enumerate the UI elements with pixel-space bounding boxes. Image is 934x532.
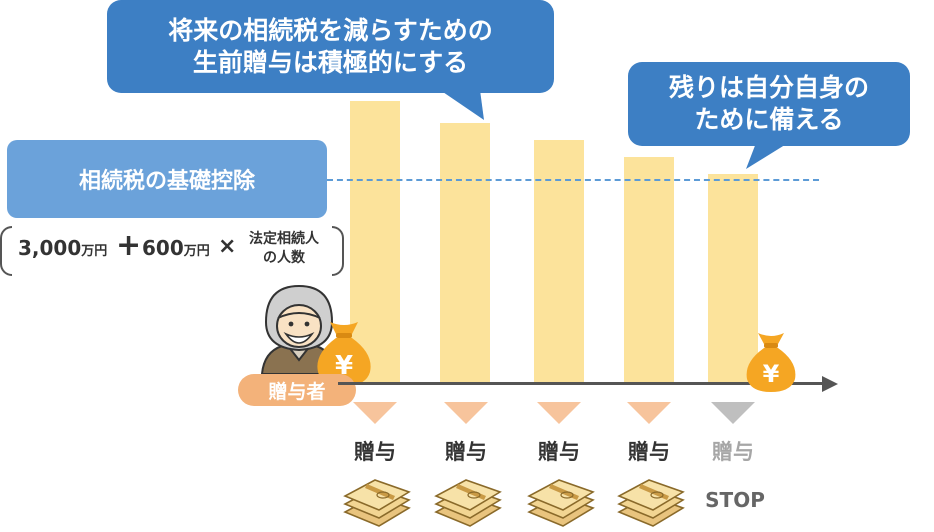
gift-label: 贈与 [538,440,580,464]
callout-tail [440,90,484,120]
basic-deduction-label: 相続税の基礎控除 [7,140,327,218]
gift-marker-triangle [444,402,488,424]
gift-marker-triangle [353,402,397,424]
cash-stack-icon [617,479,685,527]
callout-line: ために備える [694,105,844,134]
money-bag-symbol: ¥ [763,360,780,388]
callout-tail [746,143,788,169]
callout-line: 将来の相続税を減らすための [168,15,493,45]
gift-marker-triangle [537,402,581,424]
times-sign: × [218,234,237,259]
callout-line: 生前贈与は積極的にする [192,47,469,77]
formula-base: 3,000万円 [18,236,107,260]
advice-callout-gift-actively: 将来の相続税を減らすための 生前贈与は積極的にする [107,0,554,93]
legal-heirs-count-label: 法定相続人 の人数 [238,230,330,268]
heirs-line: の人数 [263,249,305,266]
cash-stack-icon [527,479,595,527]
advice-callout-save-for-self: 残りは自分自身の ために備える [628,62,910,146]
timeline-arrow-icon [822,376,838,392]
gift-amount-bar [350,101,400,382]
gift-amount-bar [440,123,490,382]
gift-label: 贈与 [628,440,670,464]
gift-label: 贈与 [445,440,487,464]
donor-label: 贈与者 [238,374,356,406]
base-unit: 万円 [81,244,108,259]
per-heir-unit: 万円 [183,244,210,259]
money-bag-icon: ¥ [746,333,796,392]
per-heir-amount: 600 [142,236,184,260]
gift-amount-bar [534,140,584,382]
cash-stack-icon [434,479,502,527]
gift-amount-bar [624,157,674,382]
right-parenthesis [332,226,344,276]
heirs-line: 法定相続人 [249,231,319,247]
gift-label: 贈与 [712,440,754,464]
callout-line: 残りは自分自身の [668,73,869,102]
formula-per-heir: 600万円 [142,236,210,260]
base-amount: 3,000 [18,236,82,260]
cash-stack-icon [343,479,411,527]
basic-deduction-formula: 3,000万円 + 600万円 × 法定相続人 の人数 [0,226,345,278]
timeline-axis [338,382,826,385]
plus-sign: + [116,228,142,263]
gift-label: 贈与 [354,440,396,464]
left-parenthesis [0,226,12,276]
gift-marker-triangle [627,402,671,424]
gift-amount-bar [708,174,758,382]
money-bag-symbol: ¥ [335,351,353,381]
stop-label: STOP [705,488,765,512]
basic-deduction-threshold-line [327,179,819,181]
gift-marker-triangle-inactive [711,402,755,424]
